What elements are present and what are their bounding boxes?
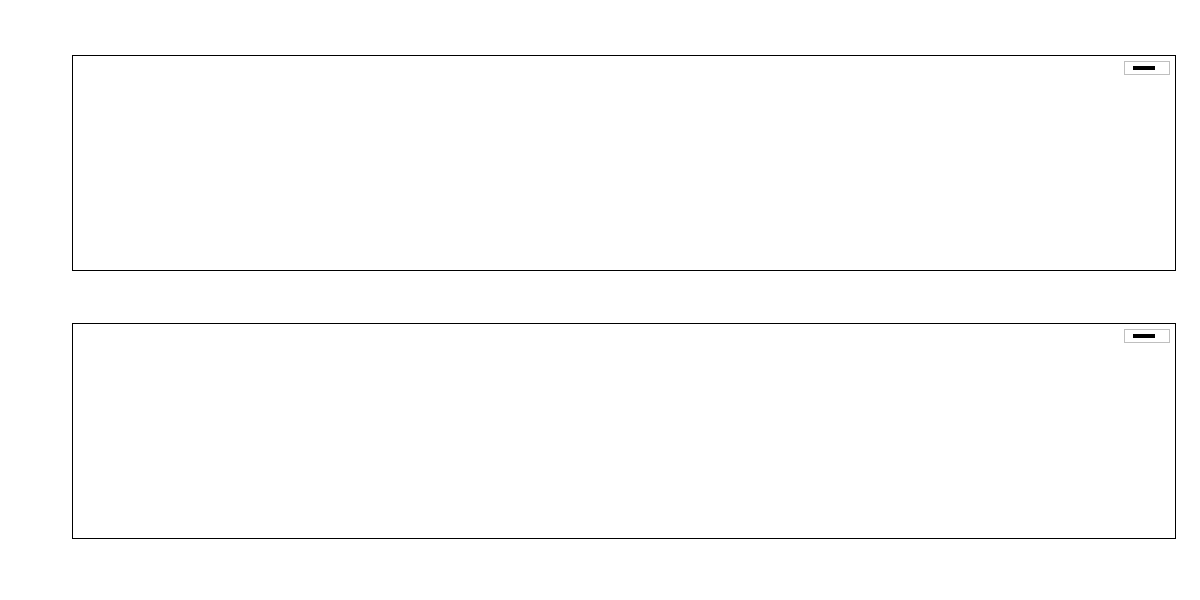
legend-top: [1124, 61, 1170, 75]
plot-box-top: [72, 55, 1176, 271]
legend-item-low: [1133, 336, 1161, 338]
legend-swatch-low: [1133, 68, 1155, 70]
legend-bottom: [1124, 329, 1170, 343]
plot-box-bottom: [72, 323, 1176, 539]
legend-swatch-low: [1133, 336, 1155, 338]
legend-item-low: [1133, 68, 1161, 70]
series-top: [73, 56, 1175, 270]
panel-bottom: [72, 323, 1176, 539]
series-bottom: [73, 324, 1175, 538]
panel-top: [72, 55, 1176, 271]
